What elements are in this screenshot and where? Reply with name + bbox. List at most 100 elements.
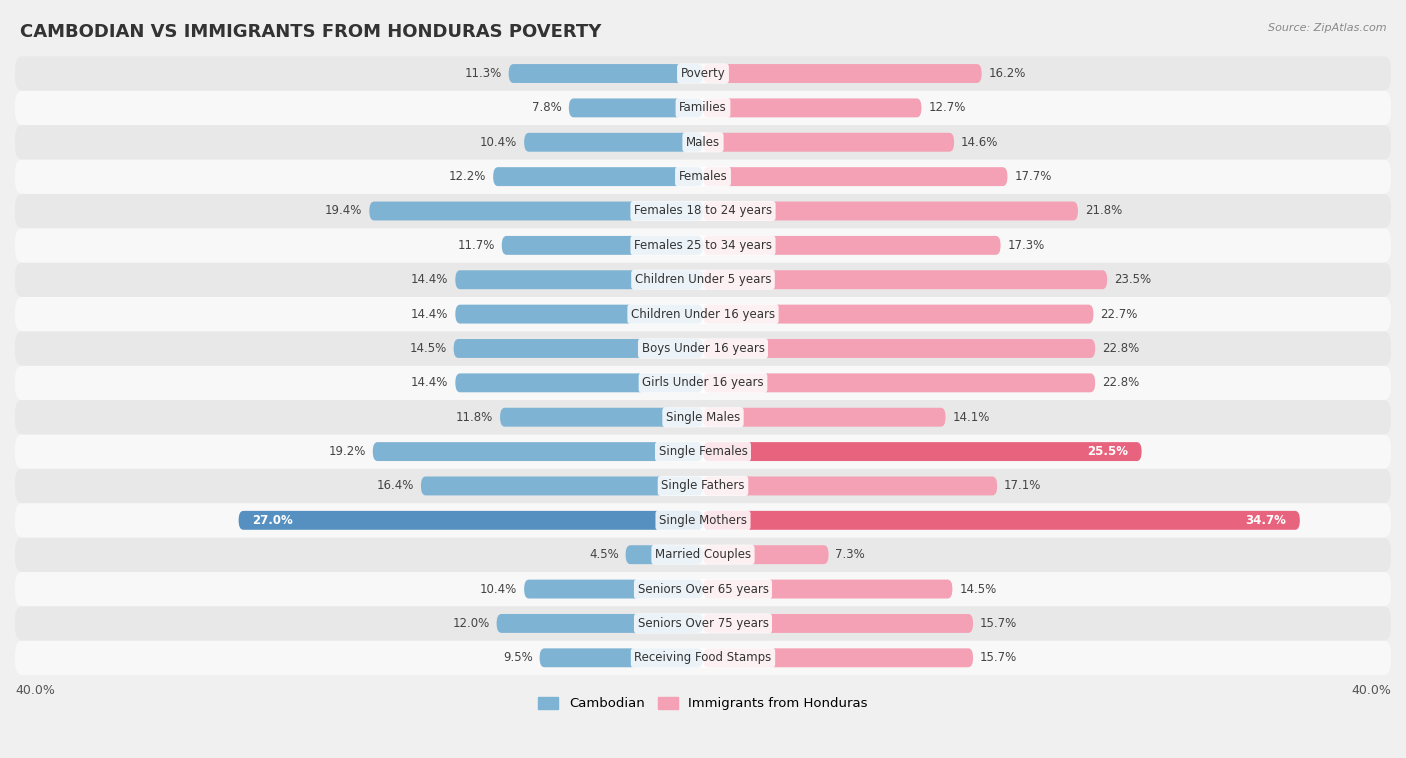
Text: 17.7%: 17.7% xyxy=(1014,170,1052,183)
FancyBboxPatch shape xyxy=(703,133,955,152)
FancyBboxPatch shape xyxy=(703,580,952,599)
Text: Families: Families xyxy=(679,102,727,114)
FancyBboxPatch shape xyxy=(15,434,1391,468)
Text: Girls Under 16 years: Girls Under 16 years xyxy=(643,376,763,390)
Text: 40.0%: 40.0% xyxy=(1351,684,1391,697)
Text: 22.7%: 22.7% xyxy=(1101,308,1137,321)
FancyBboxPatch shape xyxy=(703,271,1107,290)
Text: 11.7%: 11.7% xyxy=(457,239,495,252)
FancyBboxPatch shape xyxy=(703,202,1078,221)
Text: 10.4%: 10.4% xyxy=(479,583,517,596)
Text: 15.7%: 15.7% xyxy=(980,617,1017,630)
Text: Poverty: Poverty xyxy=(681,67,725,80)
Text: 12.7%: 12.7% xyxy=(928,102,966,114)
FancyBboxPatch shape xyxy=(524,133,703,152)
FancyBboxPatch shape xyxy=(703,305,1094,324)
FancyBboxPatch shape xyxy=(703,99,921,117)
FancyBboxPatch shape xyxy=(703,614,973,633)
FancyBboxPatch shape xyxy=(703,442,1142,461)
FancyBboxPatch shape xyxy=(420,477,703,496)
Text: 17.1%: 17.1% xyxy=(1004,480,1042,493)
Text: 15.7%: 15.7% xyxy=(980,651,1017,664)
FancyBboxPatch shape xyxy=(15,56,1391,91)
FancyBboxPatch shape xyxy=(15,159,1391,194)
FancyBboxPatch shape xyxy=(15,262,1391,297)
Text: 27.0%: 27.0% xyxy=(252,514,292,527)
Text: 4.5%: 4.5% xyxy=(589,548,619,561)
FancyBboxPatch shape xyxy=(703,168,1008,186)
Text: 11.8%: 11.8% xyxy=(456,411,494,424)
Text: Single Males: Single Males xyxy=(666,411,740,424)
Text: 23.5%: 23.5% xyxy=(1114,273,1152,287)
FancyBboxPatch shape xyxy=(569,99,703,117)
FancyBboxPatch shape xyxy=(703,374,1095,393)
Text: Receiving Food Stamps: Receiving Food Stamps xyxy=(634,651,772,664)
Text: 9.5%: 9.5% xyxy=(503,651,533,664)
FancyBboxPatch shape xyxy=(239,511,703,530)
Text: 19.4%: 19.4% xyxy=(325,205,363,218)
FancyBboxPatch shape xyxy=(456,271,703,290)
Text: 22.8%: 22.8% xyxy=(1102,376,1139,390)
Text: 14.5%: 14.5% xyxy=(959,583,997,596)
Text: 12.2%: 12.2% xyxy=(449,170,486,183)
FancyBboxPatch shape xyxy=(15,194,1391,228)
FancyBboxPatch shape xyxy=(501,408,703,427)
FancyBboxPatch shape xyxy=(703,545,828,564)
Text: 34.7%: 34.7% xyxy=(1246,514,1286,527)
Text: 14.4%: 14.4% xyxy=(411,376,449,390)
FancyBboxPatch shape xyxy=(15,331,1391,365)
FancyBboxPatch shape xyxy=(15,297,1391,331)
Text: 25.5%: 25.5% xyxy=(1087,445,1128,458)
Text: 7.8%: 7.8% xyxy=(533,102,562,114)
Text: 17.3%: 17.3% xyxy=(1008,239,1045,252)
FancyBboxPatch shape xyxy=(373,442,703,461)
FancyBboxPatch shape xyxy=(540,648,703,667)
Text: 16.4%: 16.4% xyxy=(377,480,413,493)
Text: Seniors Over 65 years: Seniors Over 65 years xyxy=(637,583,769,596)
Text: 19.2%: 19.2% xyxy=(329,445,366,458)
Text: Boys Under 16 years: Boys Under 16 years xyxy=(641,342,765,355)
Text: CAMBODIAN VS IMMIGRANTS FROM HONDURAS POVERTY: CAMBODIAN VS IMMIGRANTS FROM HONDURAS PO… xyxy=(20,23,600,41)
FancyBboxPatch shape xyxy=(703,236,1001,255)
FancyBboxPatch shape xyxy=(370,202,703,221)
Text: 14.6%: 14.6% xyxy=(960,136,998,149)
FancyBboxPatch shape xyxy=(15,537,1391,572)
Text: Seniors Over 75 years: Seniors Over 75 years xyxy=(637,617,769,630)
FancyBboxPatch shape xyxy=(524,580,703,599)
FancyBboxPatch shape xyxy=(703,477,997,496)
Text: 7.3%: 7.3% xyxy=(835,548,865,561)
FancyBboxPatch shape xyxy=(456,305,703,324)
Text: 14.5%: 14.5% xyxy=(409,342,447,355)
Text: Source: ZipAtlas.com: Source: ZipAtlas.com xyxy=(1268,23,1386,33)
FancyBboxPatch shape xyxy=(703,64,981,83)
Text: 14.4%: 14.4% xyxy=(411,273,449,287)
Text: Married Couples: Married Couples xyxy=(655,548,751,561)
Text: Children Under 5 years: Children Under 5 years xyxy=(634,273,772,287)
Text: Females 18 to 24 years: Females 18 to 24 years xyxy=(634,205,772,218)
FancyBboxPatch shape xyxy=(496,614,703,633)
Text: 14.4%: 14.4% xyxy=(411,308,449,321)
FancyBboxPatch shape xyxy=(494,168,703,186)
FancyBboxPatch shape xyxy=(703,339,1095,358)
FancyBboxPatch shape xyxy=(15,91,1391,125)
Text: 14.1%: 14.1% xyxy=(952,411,990,424)
Text: 22.8%: 22.8% xyxy=(1102,342,1139,355)
FancyBboxPatch shape xyxy=(502,236,703,255)
Text: 40.0%: 40.0% xyxy=(15,684,55,697)
FancyBboxPatch shape xyxy=(703,408,945,427)
Text: 12.0%: 12.0% xyxy=(453,617,489,630)
FancyBboxPatch shape xyxy=(509,64,703,83)
Text: 11.3%: 11.3% xyxy=(464,67,502,80)
FancyBboxPatch shape xyxy=(703,648,973,667)
Text: Females 25 to 34 years: Females 25 to 34 years xyxy=(634,239,772,252)
Text: Single Mothers: Single Mothers xyxy=(659,514,747,527)
FancyBboxPatch shape xyxy=(626,545,703,564)
Text: Females: Females xyxy=(679,170,727,183)
FancyBboxPatch shape xyxy=(15,228,1391,262)
Legend: Cambodian, Immigrants from Honduras: Cambodian, Immigrants from Honduras xyxy=(533,691,873,716)
FancyBboxPatch shape xyxy=(15,125,1391,159)
FancyBboxPatch shape xyxy=(15,400,1391,434)
FancyBboxPatch shape xyxy=(454,339,703,358)
FancyBboxPatch shape xyxy=(15,365,1391,400)
Text: 21.8%: 21.8% xyxy=(1085,205,1122,218)
